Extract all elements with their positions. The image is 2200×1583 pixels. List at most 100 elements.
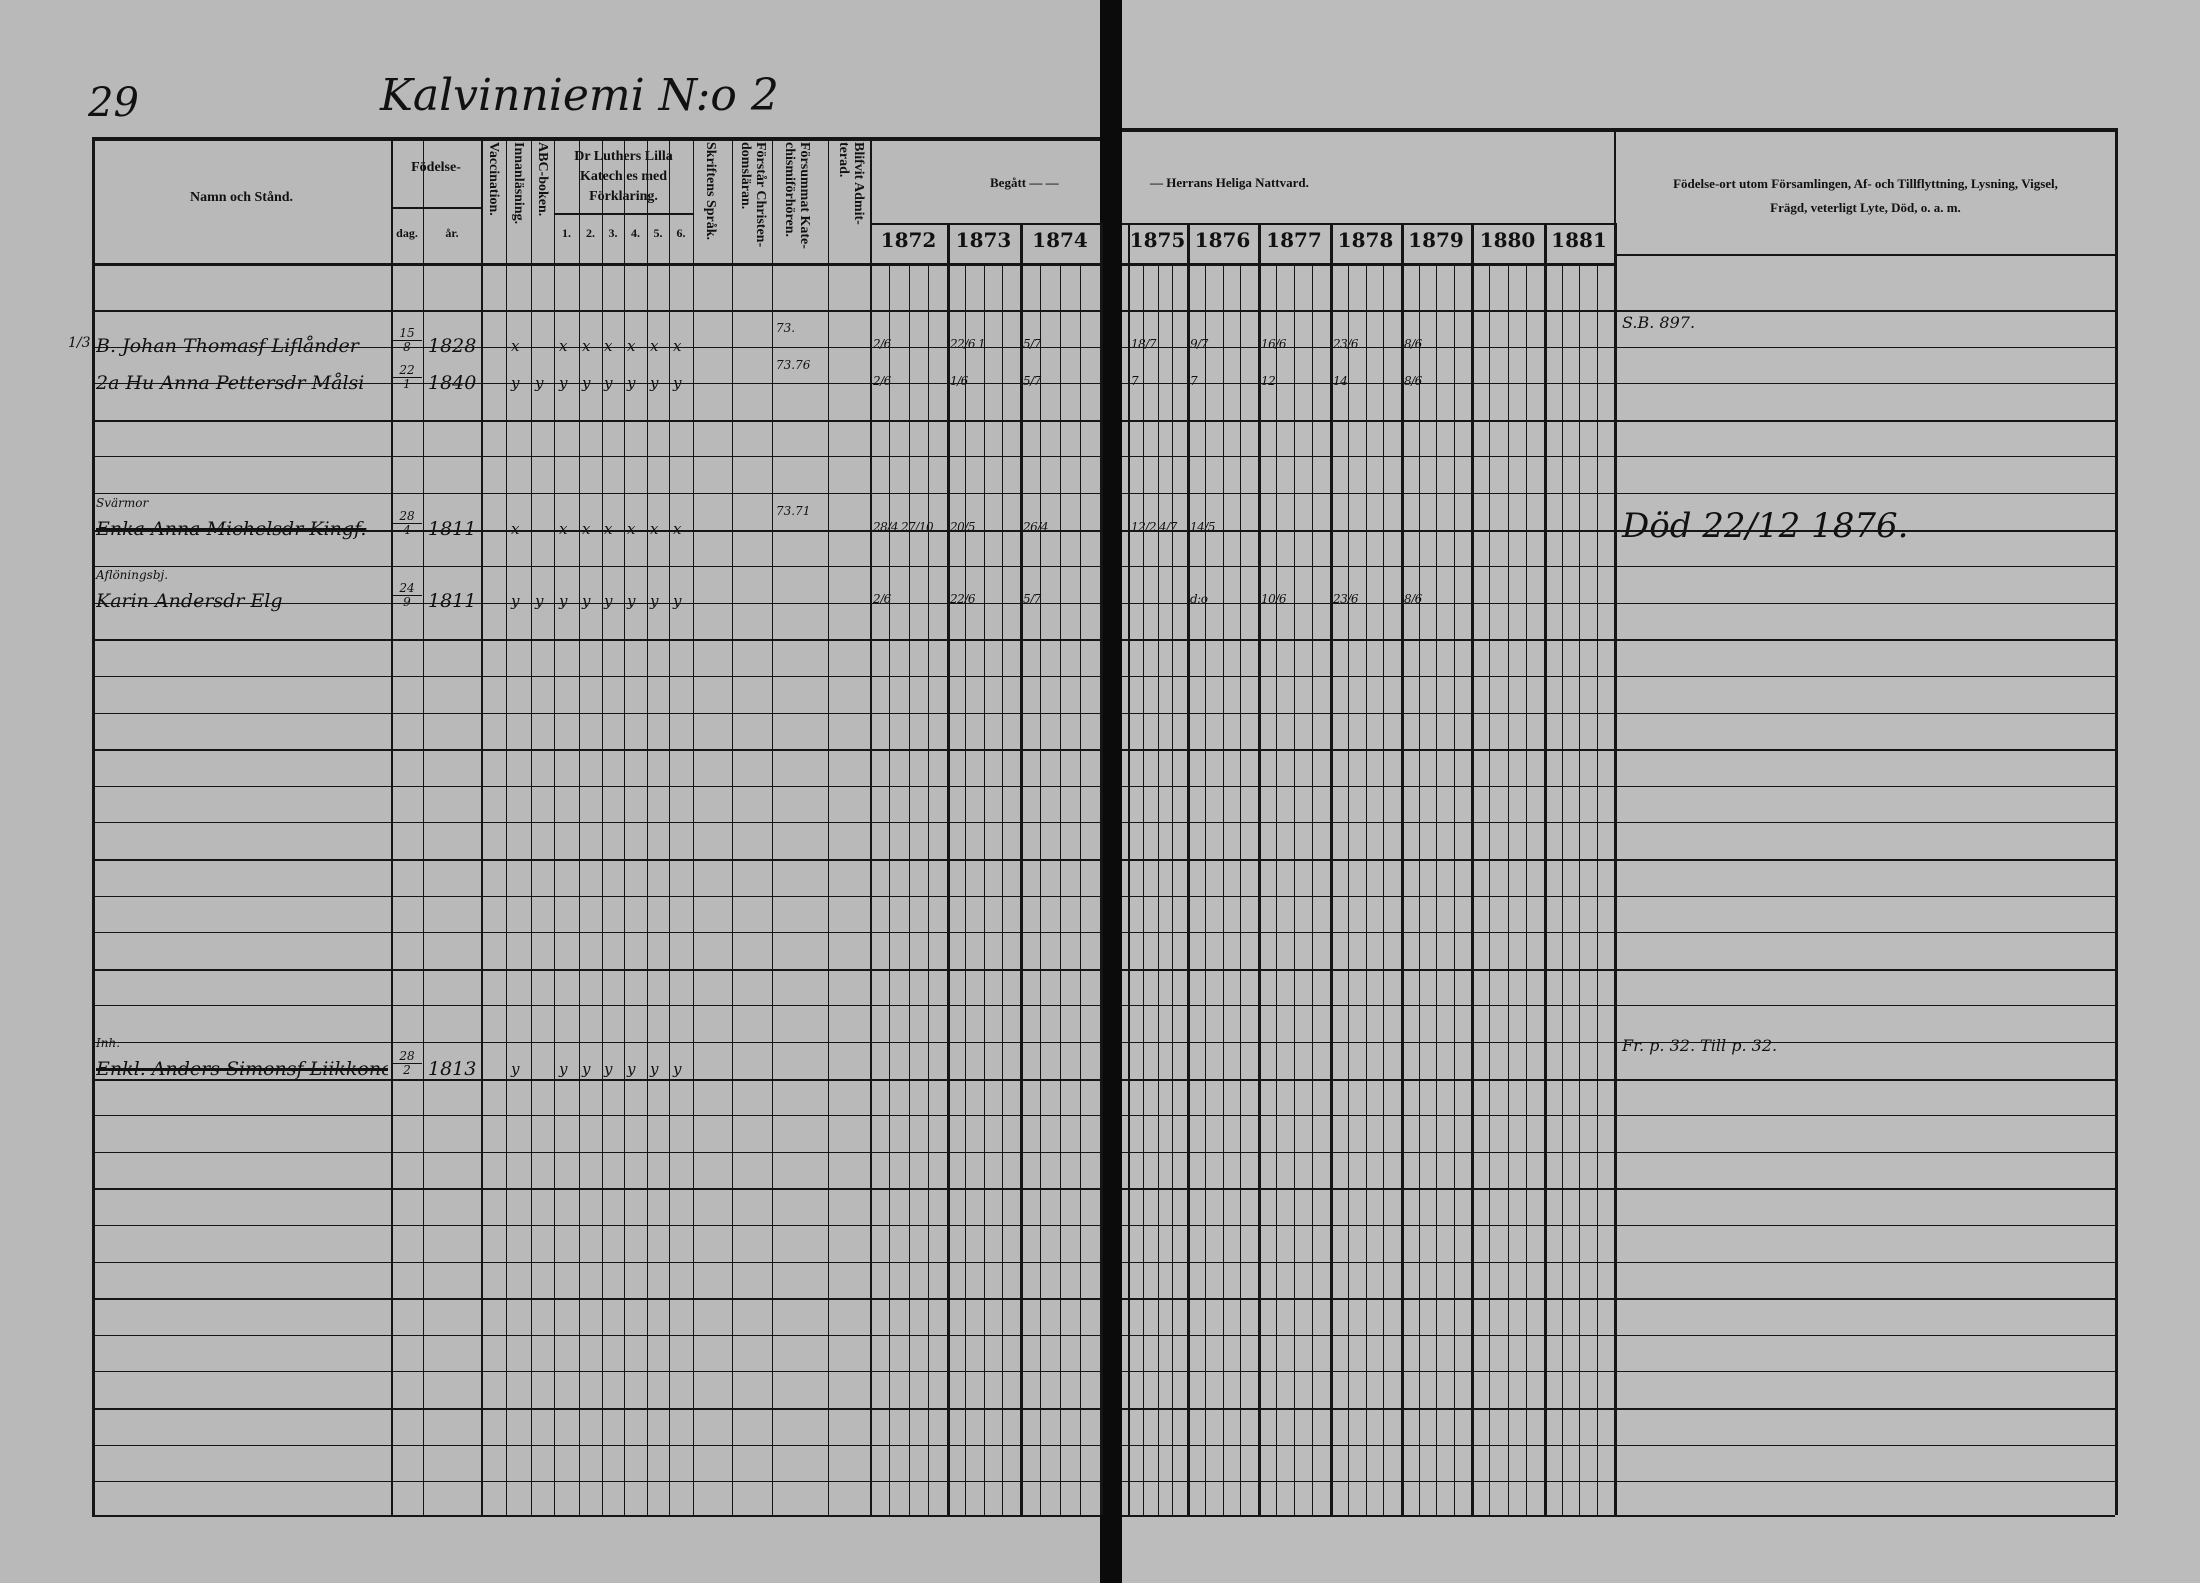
birth-day-part: 22 bbox=[392, 364, 422, 378]
catechism-mark: y bbox=[535, 592, 544, 610]
communion-date: 26/4 bbox=[1023, 520, 1048, 534]
communion-date: 12 bbox=[1261, 374, 1276, 388]
catechism-part-label: 4. bbox=[631, 226, 640, 240]
catechism-part-label: 5. bbox=[653, 226, 663, 240]
grid-hline bbox=[1122, 785, 2115, 787]
grid-vline bbox=[1579, 263, 1580, 1515]
header-scripture: Skriftens Språk. bbox=[703, 142, 718, 241]
birth-day: 249 bbox=[392, 582, 422, 609]
communion-date: 5/7 bbox=[1023, 337, 1041, 351]
grid-vline bbox=[1453, 263, 1455, 1515]
grid-hline bbox=[92, 1515, 1100, 1517]
grid-vline bbox=[965, 263, 967, 1515]
remark: Fr. p. 32. Till p. 32. bbox=[1622, 1036, 1778, 1055]
grid-hline bbox=[92, 968, 1100, 971]
grid-vline bbox=[1561, 263, 1563, 1515]
header-admitted: Blifvit Admit-terad. bbox=[836, 142, 866, 225]
catechism-mark: y bbox=[559, 374, 567, 392]
header-missed: Försummat Kate-chismiförhören. bbox=[782, 142, 812, 249]
header-notes: Födelse-ort utom Församlingen, Af- och T… bbox=[1614, 172, 2117, 220]
grid-hline bbox=[1122, 895, 2115, 897]
grid-hline bbox=[391, 207, 481, 209]
grid-vline bbox=[1142, 263, 1144, 1515]
grid-vline bbox=[1347, 263, 1349, 1515]
grid-hline bbox=[1122, 1298, 2115, 1301]
grid-hline bbox=[1122, 1481, 2115, 1483]
grid-hline bbox=[92, 1188, 1100, 1191]
person-name: Karin Andersdr Elg bbox=[96, 590, 283, 612]
communion-date: 4/7 bbox=[1159, 520, 1177, 534]
grid-vline bbox=[1330, 223, 1333, 1515]
communion-date: 22/6 bbox=[950, 337, 975, 351]
birth-day-part: 24 bbox=[392, 582, 422, 596]
header-notes-line: Frägd, veterligt Lyte, Död, o. a. m. bbox=[1770, 200, 1961, 215]
header-catechism-line: Katech es med bbox=[580, 169, 668, 184]
grid-vline bbox=[927, 263, 929, 1515]
communion-date: 20/5 bbox=[950, 520, 975, 534]
grid-vline bbox=[889, 263, 891, 1515]
grid-vline bbox=[1128, 223, 1130, 1515]
grid-hline bbox=[1122, 346, 2115, 348]
catechism-part-label: 3. bbox=[608, 226, 618, 240]
person-name: Enka Anna Michelsdr Kingf. bbox=[96, 518, 367, 540]
grid-hline bbox=[1122, 1261, 2115, 1263]
birth-year: 1813 bbox=[428, 1058, 477, 1080]
farm-title: Kalvinniemi N:o 2 bbox=[380, 70, 779, 121]
catechism-mark: y bbox=[582, 592, 591, 610]
communion-date: 8/6 bbox=[1404, 592, 1422, 606]
catechism-mark: x bbox=[582, 337, 590, 355]
grid-hline bbox=[1122, 1334, 2115, 1336]
grid-hline bbox=[92, 1005, 1100, 1007]
communion-date: 22/6 bbox=[950, 592, 975, 606]
header-birth: Födelse- bbox=[411, 160, 461, 175]
grid-hline bbox=[1122, 419, 2115, 422]
grid-vline bbox=[1187, 223, 1190, 1515]
catechism-mark: y bbox=[511, 374, 519, 392]
grid-vline bbox=[1525, 263, 1527, 1515]
header-notes-line: Födelse-ort utom Församlingen, Af- och T… bbox=[1673, 176, 2058, 191]
grid-hline bbox=[92, 1444, 1100, 1446]
year-label: 1875 bbox=[1129, 228, 1186, 252]
grid-hline bbox=[92, 383, 1100, 385]
grid-vline bbox=[1383, 263, 1385, 1515]
birth-year: 1828 bbox=[428, 335, 477, 357]
communion-date: d:o bbox=[1190, 592, 1208, 606]
catechism-mark: x bbox=[627, 337, 635, 355]
grid-hline bbox=[1122, 1408, 2115, 1410]
birth-day-part: 9 bbox=[392, 596, 422, 609]
grid-hline bbox=[1614, 254, 2117, 256]
birth-year: 1811 bbox=[428, 590, 477, 612]
grid-vline bbox=[1365, 263, 1367, 1515]
grid-vline bbox=[772, 137, 774, 1515]
catechism-mark: x bbox=[673, 520, 681, 538]
grid-vline bbox=[1001, 263, 1003, 1515]
grid-hline bbox=[1122, 566, 2115, 568]
birth-day-part: 2 bbox=[403, 1063, 411, 1077]
communion-date: 1 bbox=[978, 337, 986, 351]
grid-hline bbox=[1122, 456, 2115, 458]
year-label: 1881 bbox=[1551, 228, 1607, 252]
grid-hline bbox=[92, 676, 1100, 677]
grid-vline bbox=[579, 137, 581, 1515]
communion-date: 28/4 bbox=[873, 520, 898, 534]
missed-catechism: 73.71 bbox=[776, 504, 811, 518]
grid-hline bbox=[92, 1042, 1100, 1043]
grid-hline bbox=[92, 822, 1100, 824]
catechism-mark: y bbox=[582, 374, 590, 392]
grid-hline bbox=[1122, 676, 2115, 677]
catechism-part-label: 6. bbox=[676, 226, 686, 240]
communion-date: 23/6 bbox=[1333, 337, 1358, 351]
communion-date: 2/6 bbox=[873, 374, 891, 388]
birth-year: 1811 bbox=[428, 518, 477, 540]
grid-vline bbox=[1312, 263, 1313, 1515]
birth-day: 284 bbox=[392, 510, 422, 537]
grid-hline bbox=[92, 137, 1100, 141]
remark: Död 22/12 1876. bbox=[1622, 506, 1909, 546]
grid-hline bbox=[92, 1115, 1100, 1117]
grid-vline bbox=[1020, 223, 1023, 1515]
person-name: B. Johan Thomasf Liflånder bbox=[96, 335, 359, 357]
grid-vline bbox=[1100, 223, 1103, 1515]
catechism-mark: x bbox=[604, 337, 612, 355]
communion-date: 23/6 bbox=[1333, 592, 1358, 606]
grid-vline bbox=[1401, 223, 1404, 1515]
